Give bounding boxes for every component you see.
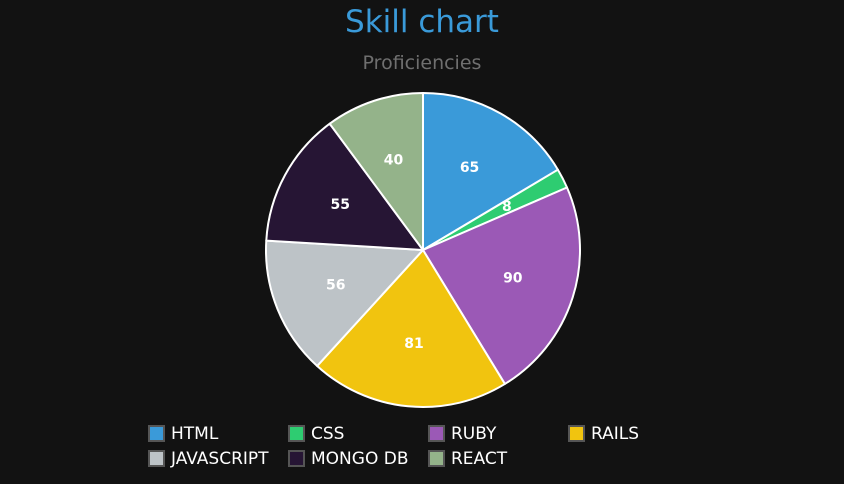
- legend-item-ruby[interactable]: RUBY: [428, 422, 568, 445]
- legend-item-mongo-db[interactable]: MONGO DB: [288, 447, 428, 470]
- legend-label-react: REACT: [451, 448, 508, 469]
- legend-label-rails: RAILS: [591, 423, 640, 444]
- pie-slice-value-javascript: 56: [326, 277, 345, 293]
- pie-slice-mongo-db[interactable]: [265, 122, 424, 251]
- pie-slice-value-ruby: 90: [503, 270, 523, 286]
- pie-slice-value-react: 40: [384, 153, 404, 169]
- legend-label-css: CSS: [311, 423, 345, 444]
- legend-item-javascript[interactable]: JAVASCRIPT: [148, 447, 288, 470]
- pie-slice-rails[interactable]: [316, 249, 506, 408]
- legend-label-mongo-db: MONGO DB: [311, 448, 409, 469]
- legend-label-html: HTML: [171, 423, 219, 444]
- legend-swatch-css: [288, 425, 305, 442]
- legend-swatch-javascript: [148, 450, 165, 467]
- legend: HTML CSS RUBY RAILS JAVASCRIPT MONGO DB REACT: [148, 422, 708, 470]
- legend-item-html[interactable]: HTML: [148, 422, 288, 445]
- pie-slice-javascript[interactable]: [265, 239, 424, 367]
- chart-subtitle: Proficiencies: [362, 52, 482, 74]
- chart-title: Skill chart: [345, 4, 499, 40]
- legend-swatch-html: [148, 425, 165, 442]
- legend-swatch-mongo-db: [288, 450, 305, 467]
- legend-item-rails[interactable]: RAILS: [568, 422, 708, 445]
- legend-item-react[interactable]: REACT: [428, 447, 568, 470]
- pie-slice-html[interactable]: [422, 92, 559, 251]
- legend-item-css[interactable]: CSS: [288, 422, 428, 445]
- legend-swatch-rails: [568, 425, 585, 442]
- pie-slice-value-css: 8: [502, 199, 512, 215]
- legend-label-javascript: JAVASCRIPT: [171, 448, 269, 469]
- pie-slice-react[interactable]: [328, 92, 424, 251]
- pie-slice-value-html: 65: [460, 160, 479, 176]
- pie-slice-ruby[interactable]: [422, 186, 581, 385]
- legend-label-ruby: RUBY: [451, 423, 497, 444]
- legend-swatch-react: [428, 450, 445, 467]
- pie-slice-value-rails: 81: [404, 336, 423, 352]
- pie-slice-value-mongo-db: 55: [330, 197, 349, 213]
- legend-swatch-ruby: [428, 425, 445, 442]
